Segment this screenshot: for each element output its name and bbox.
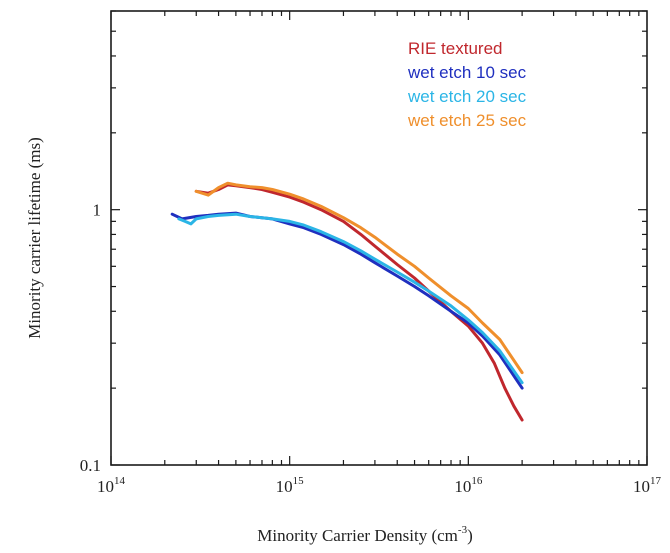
legend-entry: wet etch 10 sec xyxy=(407,63,527,82)
legend-entry: wet etch 25 sec xyxy=(407,111,527,130)
y-tick-label: 0.1 xyxy=(80,456,101,475)
series-line-2 xyxy=(177,212,524,385)
series-line-1 xyxy=(170,211,524,390)
x-tick-label: 1016 xyxy=(454,475,483,496)
y-tick-label: 1 xyxy=(93,201,102,220)
x-tick-label: 1014 xyxy=(97,475,126,496)
y-axis-title: Minority carrier lifetime (ms) xyxy=(25,137,44,339)
plot-frame xyxy=(110,10,648,466)
series-line-3 xyxy=(194,181,524,375)
legend: RIE textured wet etch 10 sec wet etch 20 s… xyxy=(407,39,527,130)
series-layer xyxy=(170,181,524,422)
x-tick-label: 1017 xyxy=(633,475,662,496)
legend-entry: wet etch 20 sec xyxy=(407,87,527,106)
x-tick-label: 1015 xyxy=(276,475,305,496)
series-line-0 xyxy=(194,183,524,422)
tick-layer: 1014 1015 1016 1017 0.1 1 xyxy=(80,10,662,496)
legend-entry: RIE textured xyxy=(408,39,503,58)
x-axis-title: Minority Carrier Density (cm-3) xyxy=(257,524,473,545)
